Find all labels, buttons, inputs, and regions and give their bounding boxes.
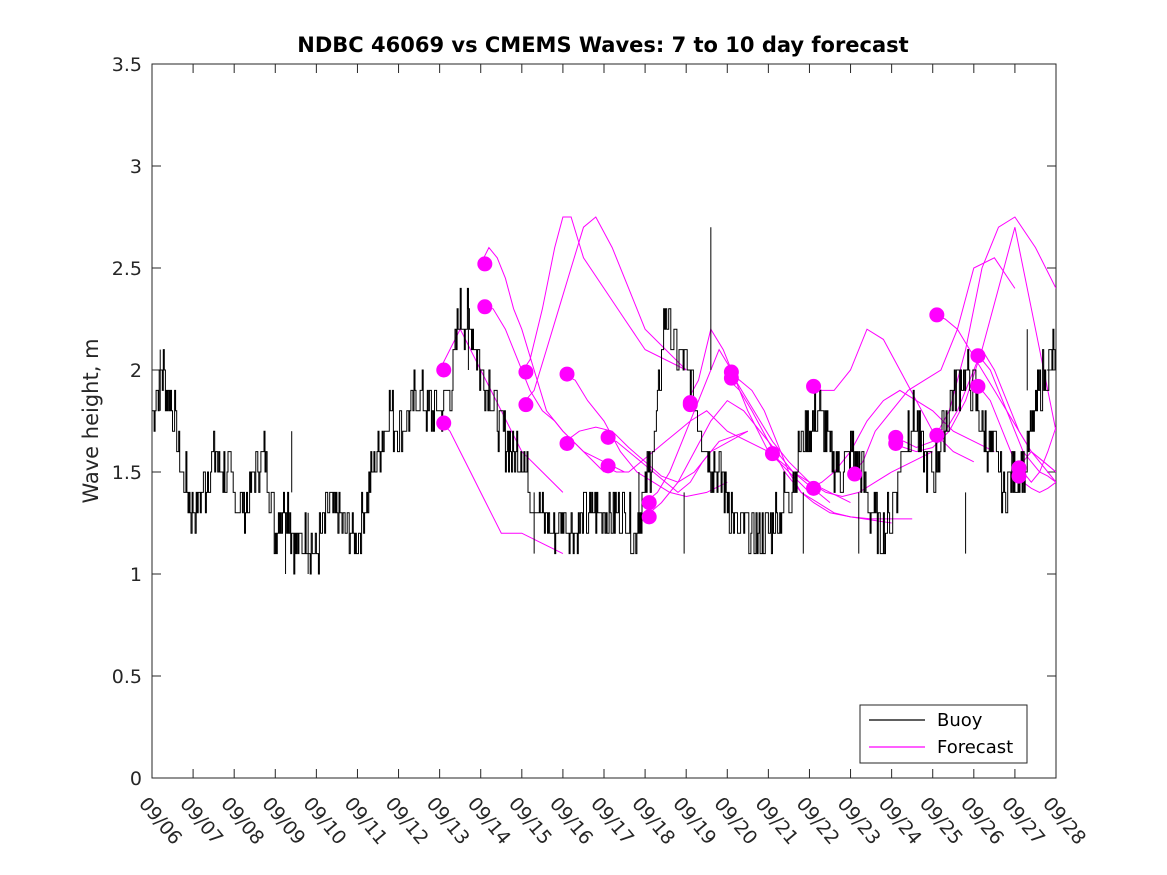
y-tick-label: 0 [130, 768, 142, 790]
x-tick-label: 09/15 [504, 793, 556, 849]
forecast-marker [847, 466, 863, 482]
forecast-line [480, 306, 625, 473]
buoy-series [152, 227, 1056, 575]
x-tick-label: 09/18 [627, 793, 679, 849]
x-tick-label: 09/10 [299, 793, 351, 849]
x-tick-label: 09/23 [833, 793, 885, 849]
y-tick-label: 1 [130, 564, 142, 586]
y-tick-label: 1.5 [112, 462, 142, 484]
legend: Buoy Forecast [859, 704, 1028, 764]
y-tick-label: 3.5 [112, 54, 142, 76]
legend-buoy-label: Buoy [937, 710, 983, 731]
forecast-marker [518, 364, 534, 380]
forecast-marker [888, 435, 904, 451]
x-tick-label: 09/19 [668, 793, 720, 849]
forecast-marker [641, 495, 657, 511]
forecast-marker [970, 348, 986, 364]
y-tick-label: 2 [130, 360, 142, 382]
forecast-line [644, 399, 831, 518]
forecast-lines [439, 216, 1056, 555]
forecast-line [850, 257, 1016, 475]
legend-forecast-label: Forecast [937, 737, 1013, 758]
forecast-marker [641, 509, 657, 525]
forecast-line [521, 216, 687, 406]
x-tick-label: 09/11 [340, 793, 392, 849]
x-tick-label: 09/08 [216, 793, 268, 849]
forecast-line [562, 426, 749, 483]
x-tick-label: 09/26 [956, 793, 1008, 849]
forecast-markers [436, 256, 1027, 525]
chart-title: NDBC 46069 vs CMEMS Waves: 7 to 10 day f… [297, 33, 908, 57]
x-tick-label: 09/22 [792, 793, 844, 849]
x-tick-label: 09/12 [381, 793, 433, 849]
forecast-line [768, 451, 933, 498]
x-tick-label: 09/28 [1038, 793, 1090, 849]
x-tick-label: 09/14 [463, 793, 515, 849]
x-tick-label: 09/25 [915, 793, 967, 849]
x-tick-label: 09/21 [751, 793, 803, 849]
x-tick-label: 09/09 [257, 793, 309, 849]
forecast-line [973, 355, 1056, 483]
forecast-marker [682, 397, 698, 413]
forecast-line [521, 216, 687, 373]
forecast-marker [970, 378, 986, 394]
x-tick-label: 09/07 [175, 793, 227, 849]
y-tick-label: 0.5 [112, 666, 142, 688]
forecast-marker [929, 307, 945, 323]
x-tick-label: 09/16 [545, 793, 597, 849]
x-tick-label: 09/20 [709, 793, 761, 849]
forecast-marker [436, 362, 452, 378]
forecast-marker [929, 427, 945, 443]
forecast-line [809, 389, 995, 489]
x-tick-label: 09/24 [874, 793, 926, 849]
forecast-line [439, 420, 564, 555]
forecast-line [891, 216, 1056, 449]
forecast-marker [518, 397, 534, 413]
forecast-marker [600, 429, 616, 445]
y-axis-label: Wave height, m [79, 338, 103, 503]
x-tick-label: 09/17 [586, 793, 638, 849]
forecast-marker [559, 366, 575, 382]
forecast-marker [806, 378, 822, 394]
x-tick-label: 09/27 [997, 793, 1049, 849]
forecast-line [726, 377, 913, 520]
forecast-line [727, 371, 892, 524]
forecast-marker [477, 299, 493, 315]
forecast-line [685, 327, 851, 504]
forecast-marker [436, 415, 452, 431]
forecast-marker [1011, 468, 1027, 484]
forecast-marker [477, 256, 493, 272]
legend-box [859, 704, 1028, 764]
y-tick-label: 3 [130, 156, 142, 178]
forecast-marker [723, 370, 739, 386]
forecast-marker [764, 446, 780, 462]
forecast-marker [600, 458, 616, 474]
y-tick-label: 2.5 [112, 258, 142, 280]
x-tick-label: 09/13 [422, 793, 474, 849]
forecast-line [891, 227, 1056, 453]
buoy-line [152, 287, 1056, 575]
forecast-marker [559, 435, 575, 451]
x-tick-label: 09/06 [134, 793, 186, 849]
forecast-line [932, 348, 1056, 473]
forecast-marker [806, 480, 822, 496]
forecast-line [562, 373, 728, 498]
y-axis-ticks: 0 0.5 1 1.5 2 2.5 3 3.5 [112, 54, 1056, 790]
